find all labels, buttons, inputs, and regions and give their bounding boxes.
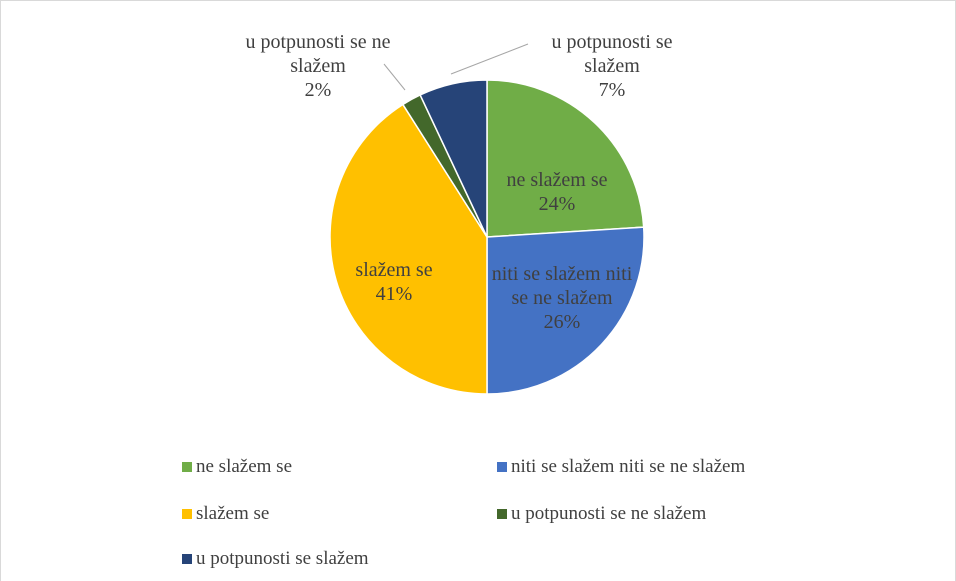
- data-label: u potpunosti se slažem 7%: [522, 30, 702, 102]
- data-label-value: 2%: [304, 79, 332, 101]
- data-label-category: niti se slažem niti se ne slažem: [491, 263, 633, 309]
- leader-line: [383, 63, 406, 91]
- data-label-category: u potpunosti se ne slažem: [245, 31, 391, 77]
- pie-slice: [486, 226, 645, 395]
- legend-item: niti se slažem niti se ne slažem: [497, 456, 745, 478]
- legend-label: u potpunosti se ne slažem: [511, 503, 707, 524]
- legend-item: slažem se: [182, 503, 269, 525]
- legend-swatch: [182, 462, 192, 472]
- data-label: u potpunosti se ne slažem 2%: [243, 30, 393, 102]
- data-label-value: 26%: [543, 311, 581, 333]
- leader-line: [450, 43, 529, 75]
- legend-label: slažem se: [196, 503, 270, 524]
- data-label-category: u potpunosti se slažem: [551, 31, 673, 77]
- data-label: ne slažem se 24%: [482, 168, 632, 216]
- data-label: niti se slažem niti se ne slažem 26%: [487, 262, 637, 334]
- data-label: slažem se 41%: [324, 258, 464, 306]
- pie-slice: [329, 103, 488, 395]
- pie-slice: [486, 79, 645, 238]
- legend-item: u potpunosti se slažem: [182, 548, 369, 570]
- data-label-category: ne slažem se: [506, 169, 608, 191]
- legend-swatch: [497, 509, 507, 519]
- data-label-value: 41%: [375, 283, 413, 305]
- legend-label: ne slažem se: [196, 456, 293, 477]
- pie-slice: [419, 79, 488, 238]
- data-label-value: 24%: [538, 193, 576, 215]
- legend-swatch: [182, 509, 192, 519]
- legend-swatch: [497, 462, 507, 472]
- legend-item: ne slažem se: [182, 456, 292, 478]
- data-label-category: slažem se: [355, 259, 433, 281]
- legend-item: u potpunosti se ne slažem: [497, 503, 706, 525]
- legend-label: u potpunosti se slažem: [196, 548, 369, 569]
- legend-label: niti se slažem niti se ne slažem: [511, 456, 746, 477]
- legend-swatch: [182, 554, 192, 564]
- data-label-value: 7%: [598, 79, 626, 101]
